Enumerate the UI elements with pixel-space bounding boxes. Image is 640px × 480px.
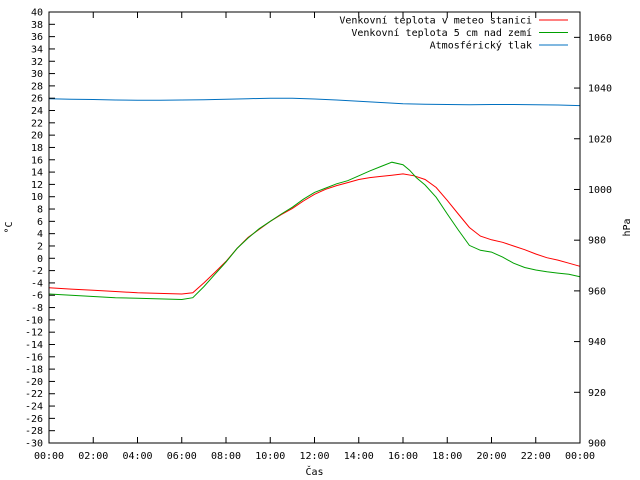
y2-tick-label: 920 bbox=[588, 388, 606, 399]
y-tick-label: -2 bbox=[31, 266, 43, 277]
x-tick-label: 04:00 bbox=[122, 451, 152, 462]
y-tick-label: -12 bbox=[25, 328, 43, 339]
y-tick-label: 32 bbox=[31, 57, 43, 68]
y-tick-label: -6 bbox=[31, 291, 43, 302]
y-tick-label: 38 bbox=[31, 20, 43, 31]
y-tick-label: -4 bbox=[31, 278, 43, 289]
y2-tick-label: 1000 bbox=[588, 185, 612, 196]
y-tick-label: 30 bbox=[31, 69, 43, 80]
legend-label-1: Venkovní teplota v meteo stanici bbox=[339, 15, 532, 27]
x-tick-label: 00:00 bbox=[34, 451, 64, 462]
x-tick-label: 08:00 bbox=[211, 451, 241, 462]
y-tick-label: 36 bbox=[31, 32, 43, 43]
y-tick-label: 18 bbox=[31, 143, 43, 154]
y-tick-label: -14 bbox=[25, 340, 43, 351]
x-tick-label: 22:00 bbox=[521, 451, 551, 462]
y2-tick-label: 1040 bbox=[588, 84, 612, 95]
y-tick-label: 26 bbox=[31, 94, 43, 105]
y-tick-label: 34 bbox=[31, 44, 43, 55]
y-tick-label: -24 bbox=[25, 402, 43, 413]
y-tick-label: 4 bbox=[37, 229, 43, 240]
y-tick-label: 14 bbox=[31, 168, 43, 179]
y-tick-label: 2 bbox=[37, 241, 43, 252]
x-tick-label: 16:00 bbox=[388, 451, 418, 462]
y-tick-label: -8 bbox=[31, 303, 43, 314]
x-tick-label: 14:00 bbox=[344, 451, 374, 462]
y2-tick-label: 940 bbox=[588, 337, 606, 348]
y2-axis-title: hPa bbox=[622, 218, 633, 236]
legend: Venkovní teplota v meteo staniciVenkovní… bbox=[339, 15, 568, 52]
y-tick-label: 16 bbox=[31, 155, 43, 166]
y-tick-label: -16 bbox=[25, 352, 43, 363]
x-tick-label: 06:00 bbox=[167, 451, 197, 462]
y-tick-label: -20 bbox=[25, 377, 43, 388]
y-tick-label: 10 bbox=[31, 192, 43, 203]
y-tick-label: 0 bbox=[37, 254, 43, 265]
y-tick-label: 24 bbox=[31, 106, 43, 117]
y-tick-label: 40 bbox=[31, 8, 43, 19]
y-tick-label: -30 bbox=[25, 439, 43, 450]
y2-tick-label: 960 bbox=[588, 286, 606, 297]
y-tick-label: -26 bbox=[25, 414, 43, 425]
y-tick-label: 20 bbox=[31, 131, 43, 142]
x-tick-label: 02:00 bbox=[78, 451, 108, 462]
y2-tick-label: 1060 bbox=[588, 33, 612, 44]
tick-layer: 00:00 02:00 04:00 06:00 08:00 10:00 12:00 14:00… bbox=[25, 8, 612, 463]
y2-tick-label: 1020 bbox=[588, 134, 612, 145]
legend-label-3: Atmosférický tlak bbox=[430, 40, 532, 52]
y-tick-label: -18 bbox=[25, 365, 43, 376]
y-tick-label: -22 bbox=[25, 389, 43, 400]
y-tick-label: 6 bbox=[37, 217, 43, 228]
y-tick-label: 22 bbox=[31, 118, 43, 129]
y-tick-label: 28 bbox=[31, 81, 43, 92]
series-line-2 bbox=[48, 161, 581, 301]
legend-label-2: Venkovní teplota 5 cm nad zemí bbox=[351, 27, 532, 39]
x-tick-label: 20:00 bbox=[476, 451, 506, 462]
x-tick-label: 18:00 bbox=[432, 451, 462, 462]
series-line-1 bbox=[48, 173, 581, 295]
y-tick-label: -28 bbox=[25, 426, 43, 437]
y-tick-label: -10 bbox=[25, 315, 43, 326]
x-tick-label: 00:00 bbox=[565, 451, 595, 462]
y-tick-label: 12 bbox=[31, 180, 43, 191]
y2-tick-label: 900 bbox=[588, 439, 606, 450]
y2-tick-label: 980 bbox=[588, 236, 606, 247]
y-axis-title: °C bbox=[4, 221, 15, 233]
x-axis-title: Čas bbox=[305, 465, 323, 478]
y-tick-label: 8 bbox=[37, 205, 43, 216]
series-layer bbox=[48, 97, 581, 301]
series-line-3 bbox=[48, 97, 581, 107]
x-tick-label: 12:00 bbox=[299, 451, 329, 462]
x-tick-label: 10:00 bbox=[255, 451, 285, 462]
